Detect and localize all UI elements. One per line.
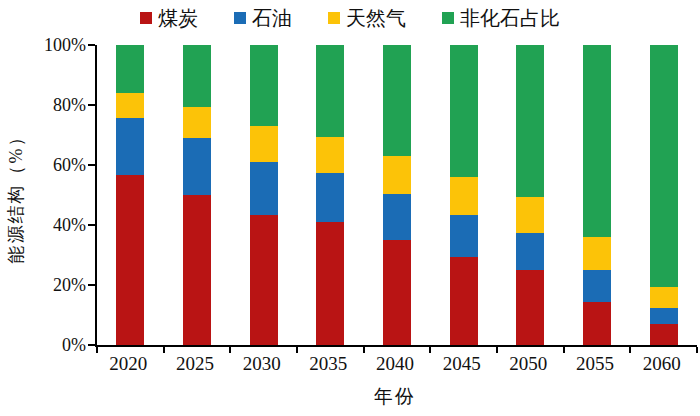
bar-segment-2020-1 <box>116 175 144 345</box>
bar-2060 <box>650 45 678 345</box>
x-axis-tick-label: 2055 <box>562 353 629 375</box>
bar-segment-2055-4 <box>583 45 611 237</box>
x-axis-tick-label: 2040 <box>362 353 429 375</box>
chart-legend: 煤炭 石油 天然气 非化石占比 <box>0 7 700 29</box>
x-axis-tick-label: 2045 <box>428 353 495 375</box>
plot-area <box>95 45 697 347</box>
bar-2040 <box>383 45 411 345</box>
y-axis-tick <box>88 104 95 106</box>
bar-segment-2030-4 <box>250 45 278 126</box>
bar-segment-2050-3 <box>516 197 544 233</box>
bar-2045 <box>450 45 478 345</box>
bar-segment-2035-3 <box>316 137 344 173</box>
legend-swatch-icon <box>140 12 152 24</box>
bar-2025 <box>183 45 211 345</box>
legend-swatch-icon <box>234 12 246 24</box>
y-axis-tick <box>88 284 95 286</box>
x-axis-tick <box>696 347 698 353</box>
bars-container <box>97 45 697 345</box>
bar-segment-2040-4 <box>383 45 411 156</box>
bar-slot-2050 <box>497 45 564 345</box>
bar-segment-2025-4 <box>183 45 211 107</box>
legend-item-4: 非化石占比 <box>442 7 560 29</box>
bar-segment-2050-1 <box>516 270 544 345</box>
bar-segment-2035-2 <box>316 173 344 223</box>
bar-segment-2060-2 <box>650 308 678 325</box>
bar-2055 <box>583 45 611 345</box>
x-axis-tick-labels: 202020252030203520402045205020552060 <box>95 353 695 375</box>
bar-slot-2030 <box>230 45 297 345</box>
bar-segment-2025-2 <box>183 138 211 195</box>
bar-segment-2055-2 <box>583 270 611 302</box>
x-axis-tick-label: 2030 <box>228 353 295 375</box>
legend-item-3: 天然气 <box>328 7 406 29</box>
y-axis-tick-label: 40% <box>34 215 86 235</box>
bar-segment-2030-1 <box>250 215 278 346</box>
bar-2030 <box>250 45 278 345</box>
bar-slot-2055 <box>564 45 631 345</box>
bar-2050 <box>516 45 544 345</box>
chart-canvas: 煤炭石油天然气非化石占比 能源结构（%） 2020202520302035204… <box>0 0 700 416</box>
legend-label: 天然气 <box>346 7 406 29</box>
y-axis-tick-label: 80% <box>34 95 86 115</box>
legend-label: 非化石占比 <box>460 7 560 29</box>
bar-slot-2045 <box>430 45 497 345</box>
legend-item-2: 石油 <box>234 7 292 29</box>
bar-segment-2040-2 <box>383 194 411 241</box>
y-axis-tick-label: 100% <box>34 35 86 55</box>
bar-slot-2020 <box>97 45 164 345</box>
bar-segment-2050-4 <box>516 45 544 197</box>
legend-swatch-icon <box>328 12 340 24</box>
bar-segment-2030-2 <box>250 162 278 215</box>
legend-label: 煤炭 <box>158 7 198 29</box>
bar-segment-2035-1 <box>316 222 344 345</box>
bar-segment-2020-2 <box>116 118 144 175</box>
bar-segment-2020-4 <box>116 45 144 93</box>
y-axis-tick-label: 0% <box>34 335 86 355</box>
x-axis-tick-label: 2035 <box>295 353 362 375</box>
bar-segment-2060-4 <box>650 45 678 287</box>
legend-item-1: 煤炭 <box>140 7 198 29</box>
x-axis-tick-label: 2025 <box>162 353 229 375</box>
bar-slot-2035 <box>297 45 364 345</box>
bar-segment-2020-3 <box>116 93 144 118</box>
y-axis-tick <box>88 44 95 46</box>
bar-segment-2050-2 <box>516 233 544 271</box>
y-axis-tick-label: 20% <box>34 275 86 295</box>
bar-segment-2060-3 <box>650 287 678 308</box>
bar-segment-2045-3 <box>450 177 478 215</box>
bar-segment-2040-1 <box>383 240 411 345</box>
bar-segment-2045-2 <box>450 215 478 257</box>
bar-segment-2060-1 <box>650 324 678 345</box>
y-axis-tick <box>88 224 95 226</box>
legend-label: 石油 <box>252 7 292 29</box>
y-axis-title: 能源结构（%） <box>4 127 28 264</box>
bar-segment-2025-3 <box>183 107 211 139</box>
legend-swatch-icon <box>442 12 454 24</box>
bar-segment-2025-1 <box>183 195 211 345</box>
x-axis-tick-label: 2020 <box>95 353 162 375</box>
y-axis-tick-label: 60% <box>34 155 86 175</box>
bar-2035 <box>316 45 344 345</box>
bar-segment-2030-3 <box>250 126 278 162</box>
bar-segment-2035-4 <box>316 45 344 137</box>
bar-segment-2045-1 <box>450 257 478 346</box>
y-axis-tick <box>88 344 95 346</box>
x-axis-tick-label: 2050 <box>495 353 562 375</box>
bar-segment-2040-3 <box>383 156 411 194</box>
bar-slot-2040 <box>364 45 431 345</box>
bar-slot-2025 <box>164 45 231 345</box>
x-axis-title: 年份 <box>95 384 695 410</box>
bar-segment-2055-3 <box>583 237 611 270</box>
bar-slot-2060 <box>630 45 697 345</box>
y-axis-tick <box>88 164 95 166</box>
bar-segment-2045-4 <box>450 45 478 177</box>
bar-segment-2055-1 <box>583 302 611 346</box>
bar-2020 <box>116 45 144 345</box>
x-axis-tick-label: 2060 <box>628 353 695 375</box>
